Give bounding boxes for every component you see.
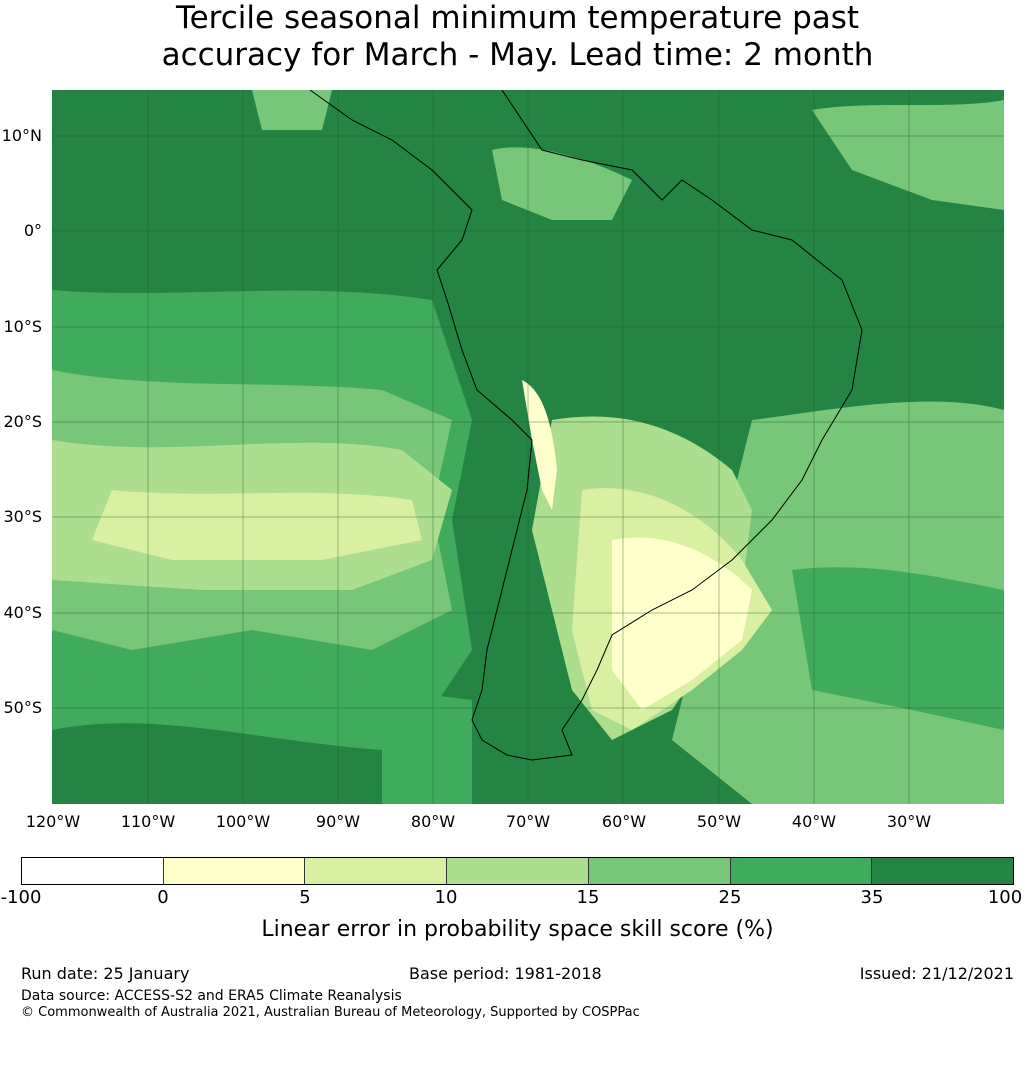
colorbar-segment [163,858,306,884]
colorbar [21,857,1014,885]
run-date: Run date: 25 January [21,964,190,983]
lat-label-10s: 10°S [3,317,42,336]
southern-ocean-high-skill [52,723,382,804]
lon-label-100w: 100°W [215,812,271,831]
colorbar-tick: 15 [576,887,600,908]
lon-label-50w: 50°W [696,812,742,831]
lon-label-30w: 30°W [886,812,932,831]
colorbar-segment [22,858,164,884]
lon-label-90w: 90°W [315,812,361,831]
lon-label-80w: 80°W [410,812,456,831]
title-line-2: accuracy for March - May. Lead time: 2 m… [161,37,874,73]
lon-label-40w: 40°W [791,812,837,831]
colorbar-tick: 100 [987,887,1023,908]
map-svg [52,90,1004,804]
colorbar-tick: 0 [157,887,169,908]
andes-low-skill [522,380,557,510]
colorbar-segment [305,858,448,884]
colorbar-tick: 35 [860,887,884,908]
continent-lowest-skill [612,537,752,710]
colorbar-label: Linear error in probability space skill … [261,917,774,942]
north-atlantic-mid-skill [812,100,1004,210]
lon-label-120w: 120°W [25,812,81,831]
atlantic-high-skill [792,567,1004,730]
colorbar-segment [872,858,1014,884]
title-line-1: Tercile seasonal minimum temperature pas… [175,0,860,36]
colorbar-tick: 10 [434,887,458,908]
north-pacific-patch [252,90,332,130]
lat-label-30s: 30°S [3,507,42,526]
lat-label-10n: 10°N [1,126,42,145]
colorbar-segment [730,858,873,884]
lat-label-20s: 20°S [3,412,42,431]
colorbar-segment [588,858,731,884]
lat-label-40s: 40°S [3,603,42,622]
map-title: Tercile seasonal minimum temperature pas… [0,0,1035,74]
colorbar-tick: 25 [718,887,742,908]
caribbean-mid-skill [492,147,632,220]
copyright: © Commonwealth of Australia 2021, Austra… [21,1005,640,1020]
issued-date: Issued: 21/12/2021 [859,964,1014,983]
lon-label-110w: 110°W [120,812,176,831]
skill-map [52,90,1004,804]
pacific-lowest-skill [92,490,422,560]
lat-label-50s: 50°S [3,698,42,717]
map-gridlines [52,90,1004,804]
lon-label-70w: 70°W [505,812,551,831]
data-source: Data source: ACCESS-S2 and ERA5 Climate … [21,988,402,1004]
base-period: Base period: 1981-2018 [409,964,602,983]
colorbar-tick: -100 [0,887,42,908]
coastline [309,90,863,761]
colorbar-tick: 5 [299,887,311,908]
lon-label-60w: 60°W [601,812,647,831]
colorbar-segment [447,858,589,884]
lat-label-0: 0° [23,221,42,240]
